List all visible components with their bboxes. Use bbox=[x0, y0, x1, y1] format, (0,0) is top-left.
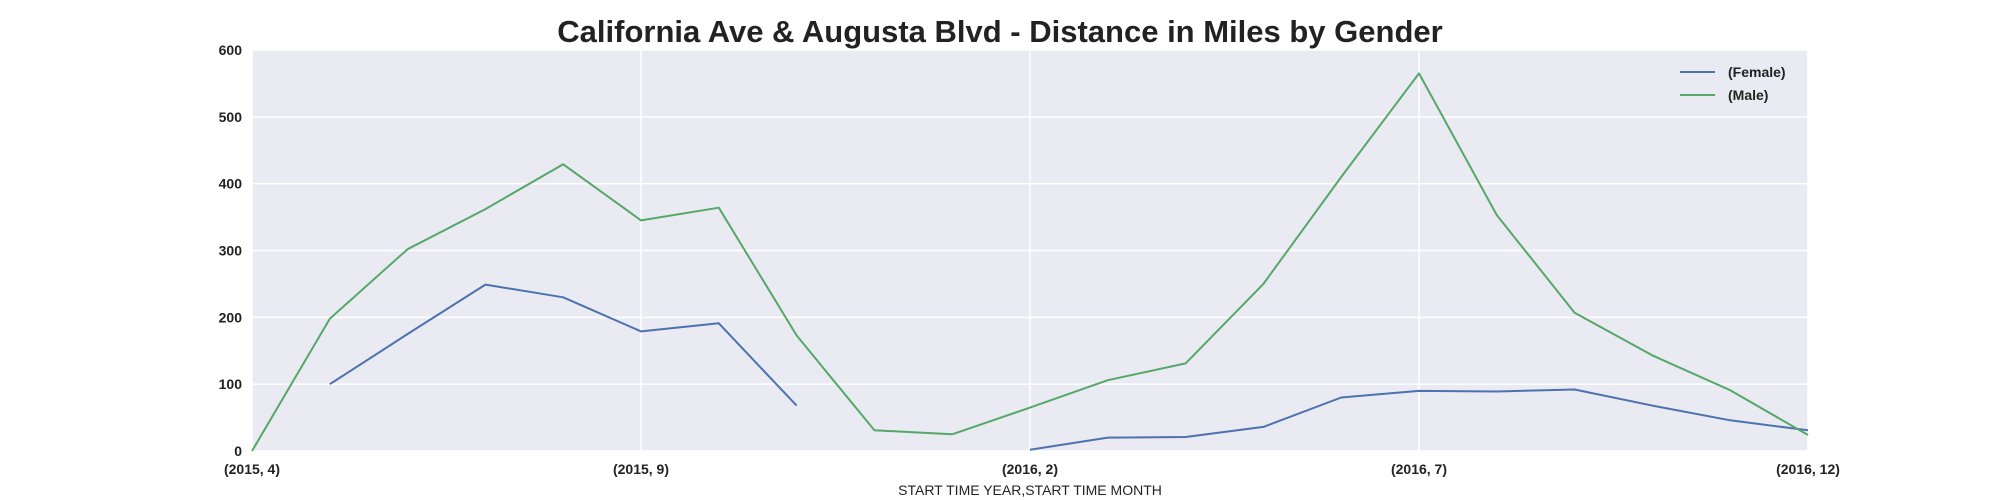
x-tick-label: (2015, 9) bbox=[613, 461, 669, 477]
chart-title: California Ave & Augusta Blvd - Distance… bbox=[557, 14, 1442, 49]
y-tick-label: 0 bbox=[234, 443, 242, 459]
x-tick-label: (2016, 2) bbox=[1002, 461, 1058, 477]
series-lines bbox=[251, 72, 1809, 452]
series-line-female bbox=[1029, 388, 1809, 451]
grid-lines bbox=[251, 49, 1809, 452]
y-axis-ticks: 0 100 200 300 400 500 600 bbox=[219, 42, 243, 459]
y-tick-label: 600 bbox=[219, 42, 243, 58]
legend-label: (Female) bbox=[1728, 64, 1786, 80]
y-tick-label: 100 bbox=[219, 376, 243, 392]
x-axis-label: START TIME YEAR,START TIME MONTH bbox=[898, 482, 1162, 498]
x-tick-label: (2016, 7) bbox=[1391, 461, 1447, 477]
series-line-male bbox=[251, 72, 1809, 452]
y-tick-label: 400 bbox=[219, 176, 243, 192]
y-tick-label: 200 bbox=[219, 309, 243, 325]
y-tick-label: 500 bbox=[219, 109, 243, 125]
x-axis-ticks: (2015, 4) (2015, 9) (2016, 2) (2016, 7) (201… bbox=[224, 461, 1840, 477]
x-tick-label: (2015, 4) bbox=[224, 461, 280, 477]
y-tick-label: 300 bbox=[219, 243, 243, 259]
legend-label: (Male) bbox=[1728, 87, 1768, 103]
legend: (Female) (Male) bbox=[1680, 64, 1786, 103]
series-line-female bbox=[329, 283, 798, 407]
x-tick-label: (2016, 12) bbox=[1776, 461, 1840, 477]
